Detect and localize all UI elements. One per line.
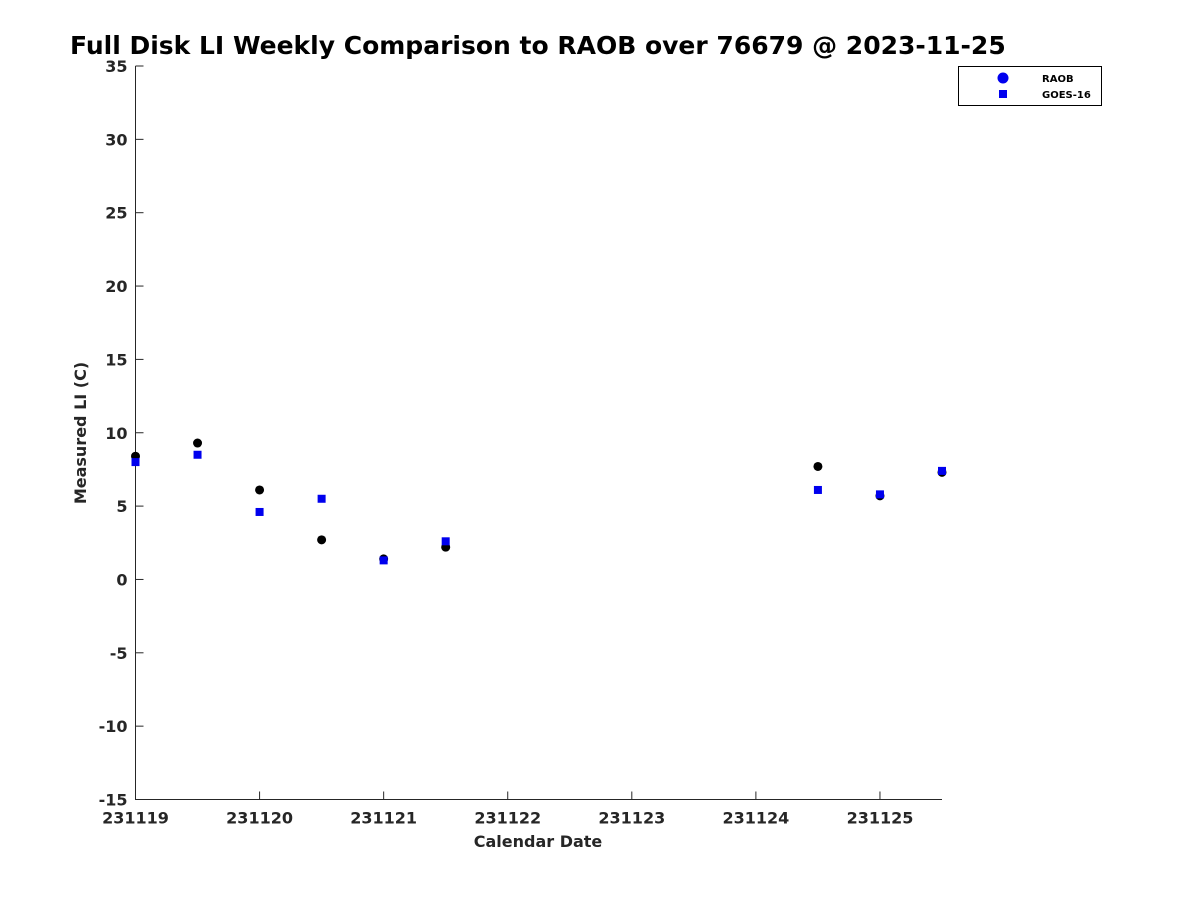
y-tick-label: 5 [116, 497, 127, 516]
legend-goes16-marker [999, 90, 1007, 98]
y-tick-label: -15 [99, 791, 128, 810]
point-raob [193, 438, 203, 448]
y-tick-label: 20 [105, 277, 127, 296]
point-goes-16 [255, 507, 264, 516]
x-tick-label: 231122 [474, 809, 541, 828]
point-goes-16 [875, 490, 884, 499]
x-tick-label: 231121 [350, 809, 417, 828]
y-tick-label: 0 [116, 570, 127, 589]
legend: RAOB GOES-16 [958, 66, 1102, 106]
y-tick-label: 15 [105, 350, 127, 369]
legend-raob-label: RAOB [1042, 74, 1074, 85]
point-goes-16 [938, 466, 946, 475]
legend-raob-marker [997, 72, 1009, 84]
point-goes-16 [193, 450, 202, 459]
x-axis-label: Calendar Date [474, 832, 603, 851]
y-tick-label: 35 [105, 57, 127, 76]
legend-box [958, 66, 1102, 106]
y-tick-label: 30 [105, 130, 127, 149]
y-ticks: 35 30 25 20 15 10 5 0 -5 -10 -15 [99, 57, 144, 810]
series-goes-16 [131, 450, 946, 565]
chart-title: Full Disk LI Weekly Comparison to RAOB o… [70, 31, 1006, 60]
point-raob [317, 535, 327, 545]
point-goes-16 [131, 458, 140, 467]
legend-goes16-label: GOES-16 [1042, 90, 1091, 101]
series-raob [131, 438, 947, 564]
y-tick-label: 10 [105, 424, 127, 443]
y-tick-label: -10 [99, 717, 128, 736]
point-goes-16 [441, 537, 450, 546]
x-tick-label: 231119 [102, 809, 169, 828]
point-goes-16 [317, 494, 326, 503]
point-raob [813, 461, 823, 471]
x-tick-label: 231125 [847, 809, 914, 828]
x-tick-label: 231124 [722, 809, 789, 828]
x-tick-label: 231123 [598, 809, 665, 828]
y-axis-label: Measured LI (C) [71, 362, 90, 504]
x-tick-label: 231120 [226, 809, 293, 828]
series-layer [131, 438, 947, 565]
point-goes-16 [813, 485, 822, 494]
axes [135, 66, 942, 800]
point-raob [255, 485, 265, 495]
point-goes-16 [379, 556, 388, 565]
y-tick-label: -5 [110, 644, 128, 663]
x-ticks: 231119 231120 231121 231122 231123 231124 2311… [102, 791, 914, 828]
y-tick-label: 25 [105, 204, 127, 223]
